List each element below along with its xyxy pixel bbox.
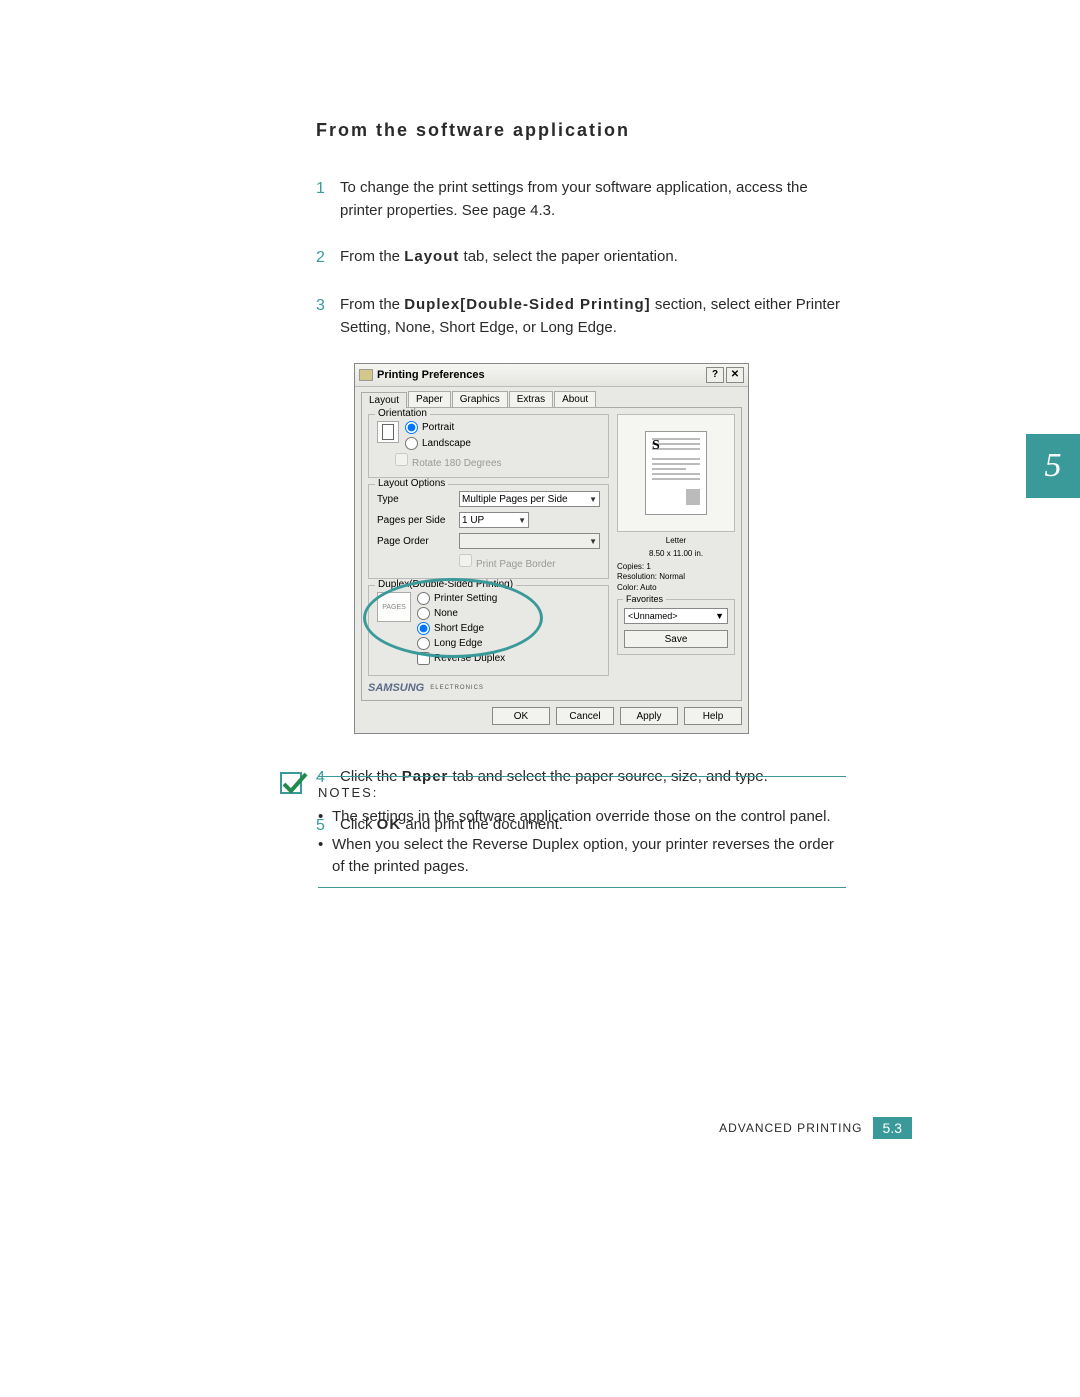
ok-button[interactable]: OK — [492, 707, 550, 725]
orientation-fieldset: Orientation Portrait Landscape Rotate 18… — [368, 414, 609, 478]
help-footer-button[interactable]: Help — [684, 707, 742, 725]
printing-preferences-dialog: Printing Preferences ? ✕ Layout Paper Gr… — [354, 363, 749, 734]
notes-list: The settings in the software application… — [318, 806, 846, 877]
dialog-title: Printing Preferences — [377, 369, 485, 381]
favorites-fieldset: Favorites <Unnamed>▼ Save — [617, 599, 735, 655]
brand-logo: SAMSUNG ELECTRONICS — [368, 682, 609, 694]
help-button[interactable]: ? — [706, 367, 724, 383]
cancel-button[interactable]: Cancel — [556, 707, 614, 725]
duplex-legend: Duplex(Double-Sided Printing) — [375, 579, 516, 590]
page-preview: S — [617, 414, 735, 532]
tab-extras[interactable]: Extras — [509, 391, 553, 407]
type-select[interactable]: Multiple Pages per Side▼ — [459, 491, 600, 507]
pps-select[interactable]: 1 UP▼ — [459, 512, 529, 528]
radio-printer-setting[interactable]: Printer Setting — [417, 592, 505, 605]
notes-rule-top — [318, 776, 846, 777]
step-1: 1 To change the print settings from your… — [316, 177, 846, 222]
orientation-icon — [377, 421, 399, 443]
section-heading: From the software application — [316, 120, 846, 141]
save-button[interactable]: Save — [624, 630, 728, 648]
favorites-legend: Favorites — [623, 594, 666, 604]
dialog-titlebar: Printing Preferences ? ✕ — [355, 364, 748, 387]
reverse-duplex-checkbox[interactable]: Reverse Duplex — [417, 652, 505, 665]
step-text: From the Layout tab, select the paper or… — [340, 246, 846, 270]
close-button[interactable]: ✕ — [726, 367, 744, 383]
favorites-select[interactable]: <Unnamed>▼ — [624, 608, 728, 624]
step-text: From the Duplex[Double-Sided Printing] s… — [340, 294, 846, 339]
apply-button[interactable]: Apply — [620, 707, 678, 725]
duplex-icon: PAGES — [377, 592, 411, 622]
footer-label: ADVANCED PRINTING — [719, 1121, 862, 1135]
note-item: When you select the Reverse Duplex optio… — [318, 834, 846, 878]
radio-none[interactable]: None — [417, 607, 505, 620]
radio-landscape[interactable]: Landscape — [405, 437, 471, 450]
duplex-fieldset: Duplex(Double-Sided Printing) PAGES Prin… — [368, 585, 609, 676]
step-2: 2 From the Layout tab, select the paper … — [316, 246, 846, 270]
checkmark-icon — [278, 770, 308, 800]
chapter-tab: 5 — [1026, 434, 1080, 498]
dialog-footer: OK Cancel Apply Help — [361, 707, 742, 725]
note-item: The settings in the software application… — [318, 806, 846, 828]
paper-name: Letter — [617, 536, 735, 545]
step-number: 3 — [316, 294, 340, 339]
paper-dims: 8.50 x 11.00 in. — [617, 549, 735, 558]
pps-label: Pages per Side — [377, 515, 459, 526]
step-number: 2 — [316, 246, 340, 270]
radio-long-edge[interactable]: Long Edge — [417, 637, 505, 650]
preview-info: Copies: 1 Resolution: Normal Color: Auto — [617, 562, 735, 593]
notes-block: NOTES: The settings in the software appl… — [272, 776, 846, 888]
notes-heading: NOTES: — [318, 785, 846, 800]
radio-portrait[interactable]: Portrait — [405, 421, 471, 434]
orientation-legend: Orientation — [375, 408, 430, 419]
step-3: 3 From the Duplex[Double-Sided Printing]… — [316, 294, 846, 339]
step-number: 1 — [316, 177, 340, 222]
printer-icon — [359, 369, 373, 381]
tab-paper[interactable]: Paper — [408, 391, 451, 407]
rotate-checkbox[interactable]: Rotate 180 Degrees — [395, 453, 600, 469]
layout-options-legend: Layout Options — [375, 478, 448, 489]
tab-about[interactable]: About — [554, 391, 596, 407]
radio-short-edge[interactable]: Short Edge — [417, 622, 505, 635]
print-border-checkbox[interactable]: Print Page Border — [459, 554, 600, 570]
step-list: 1 To change the print settings from your… — [316, 177, 846, 339]
page-footer: ADVANCED PRINTING 5.3 — [719, 1117, 912, 1139]
dialog-tabs: Layout Paper Graphics Extras About — [355, 387, 748, 407]
order-select[interactable]: ▼ — [459, 533, 600, 549]
type-label: Type — [377, 494, 459, 505]
notes-rule-bottom — [318, 887, 846, 888]
tab-graphics[interactable]: Graphics — [452, 391, 508, 407]
step-text: To change the print settings from your s… — [340, 177, 846, 222]
layout-options-fieldset: Layout Options Type Multiple Pages per S… — [368, 484, 609, 579]
tab-layout[interactable]: Layout — [361, 392, 407, 408]
footer-pagenum: 5.3 — [873, 1117, 912, 1139]
order-label: Page Order — [377, 536, 459, 547]
